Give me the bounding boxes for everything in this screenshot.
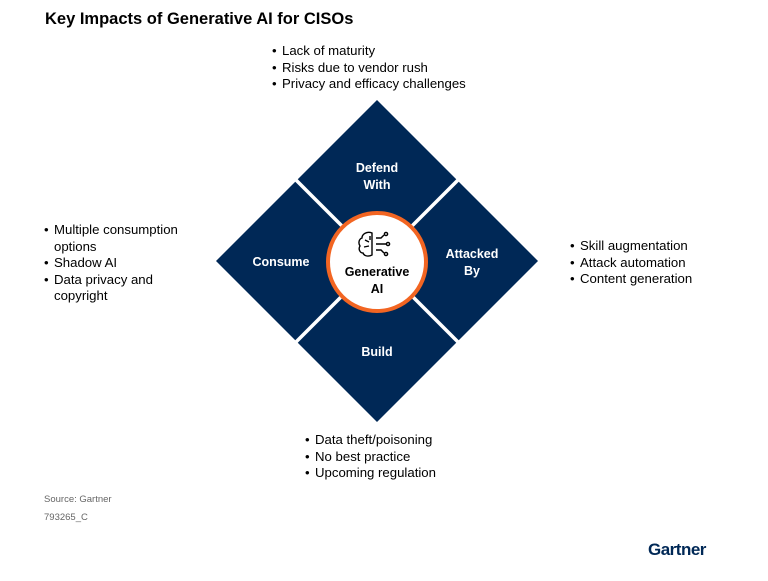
center-label-line1: Generative [345, 265, 410, 279]
list-item: Risks due to vendor rush [272, 60, 466, 77]
list-item: Data privacy and copyright [44, 272, 174, 305]
quadrant-build: Build [361, 345, 392, 359]
attacked-by-bullets: Skill augmentation Attack automation Con… [570, 238, 692, 288]
quadrant-defend-with-line1: Defend [356, 161, 398, 175]
list-item: Attack automation [570, 255, 692, 272]
list-item: Content generation [570, 271, 692, 288]
source-note: Source: Gartner [44, 494, 112, 505]
center-label-line2: AI [371, 282, 384, 296]
page-title: Key Impacts of Generative AI for CISOs [45, 10, 354, 28]
brain-circuit-icon [358, 231, 391, 257]
list-item: Multiple consumption options [44, 222, 204, 255]
list-item: Privacy and efficacy challenges [272, 76, 466, 93]
quadrant-consume: Consume [253, 255, 310, 269]
quadrant-attacked-by-line2: By [464, 264, 480, 278]
defend-with-bullets: Lack of maturity Risks due to vendor rus… [272, 43, 466, 93]
center-circle [326, 211, 428, 313]
gartner-logo: Gartner [648, 540, 706, 559]
quadrant-defend-with-line2: With [364, 178, 391, 192]
list-item: Lack of maturity [272, 43, 466, 60]
list-item: Data theft/poisoning [305, 432, 436, 449]
list-item: No best practice [305, 449, 436, 466]
consume-bullets: Multiple consumption options Shadow AI D… [44, 222, 204, 305]
quadrant-attacked-by-line1: Attacked [446, 247, 499, 261]
figure-id: 793265_C [44, 512, 88, 523]
list-item: Skill augmentation [570, 238, 692, 255]
list-item: Shadow AI [44, 255, 204, 272]
build-bullets: Data theft/poisoning No best practice Up… [305, 432, 436, 482]
list-item: Upcoming regulation [305, 465, 436, 482]
